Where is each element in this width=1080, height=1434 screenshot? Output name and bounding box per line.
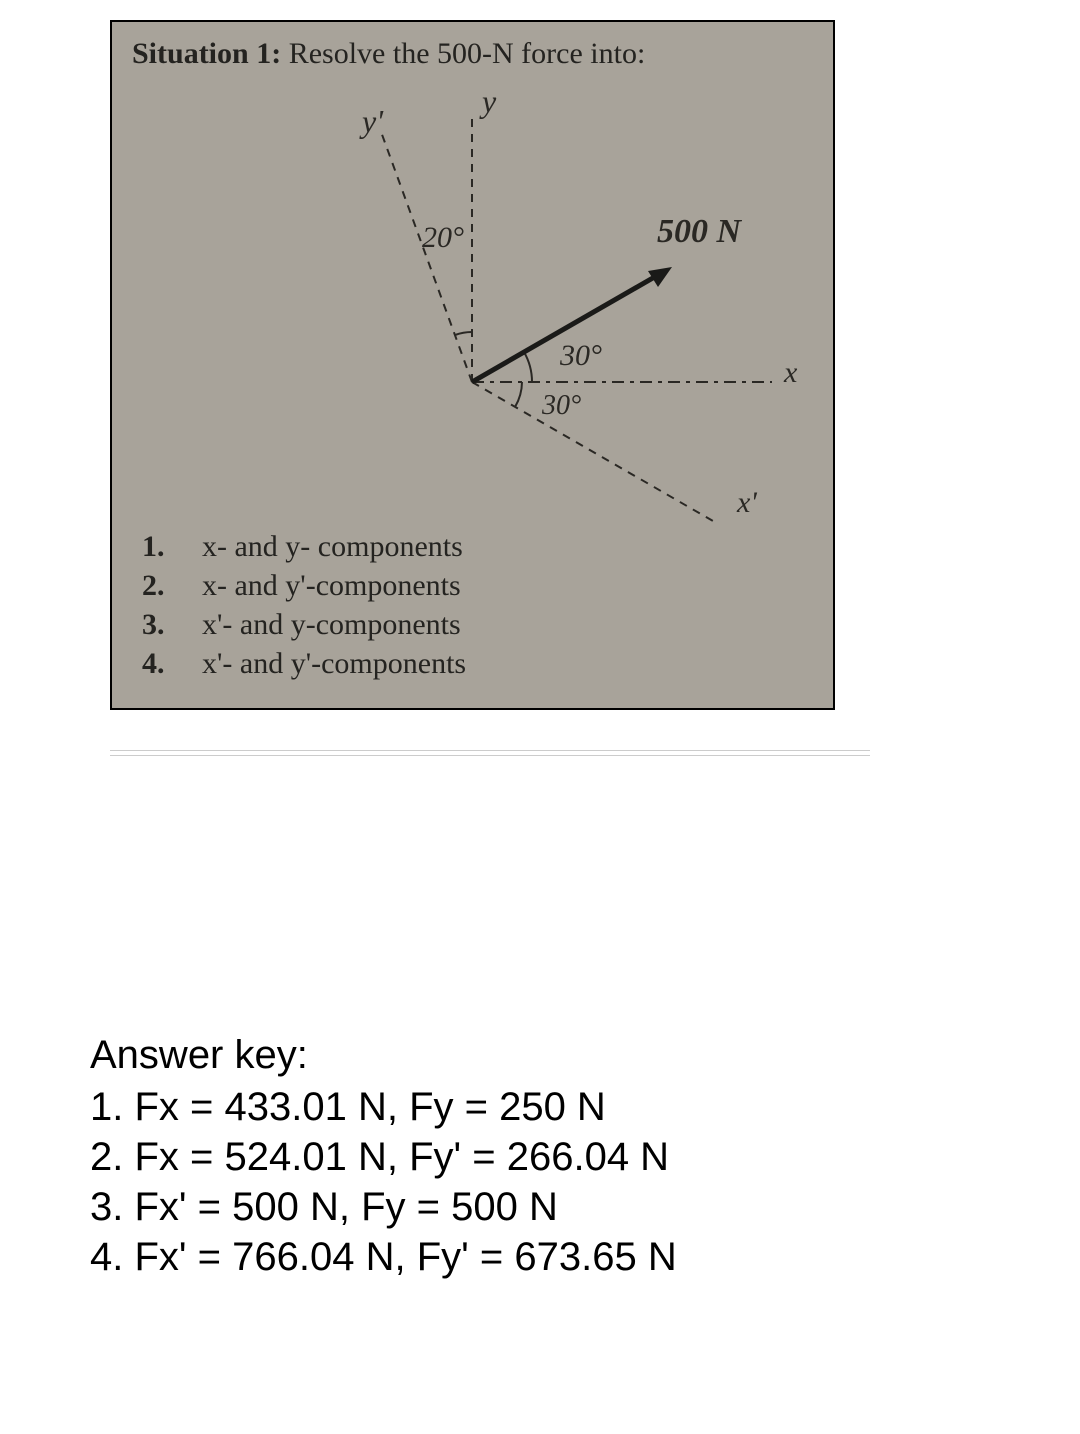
option-text: x- and y- components [202, 527, 463, 566]
option-num: 2. [142, 566, 202, 605]
answer-key: Answer key: 1. Fx = 433.01 N, Fy = 250 N… [90, 1030, 677, 1282]
label-yp: y' [359, 103, 384, 139]
label-force: 500 N [657, 213, 743, 250]
options-list: 1. x- and y- components 2. x- and y'-com… [142, 527, 466, 683]
option-1: 1. x- and y- components [142, 527, 466, 566]
option-text: x'- and y'-components [202, 644, 466, 683]
answer-line-3: 3. Fx' = 500 N, Fy = 500 N [90, 1182, 677, 1232]
answer-line-4: 4. Fx' = 766.04 N, Fy' = 673.65 N [90, 1232, 677, 1282]
angle-30b: 30° [541, 390, 581, 421]
answer-line-1: 1. Fx = 433.01 N, Fy = 250 N [90, 1082, 677, 1132]
force-diagram: y y' x x' 500 N 20° 30° 30° [112, 22, 837, 522]
label-xp: x' [736, 486, 757, 519]
option-text: x'- and y-components [202, 605, 461, 644]
axis-xp [472, 382, 732, 522]
angle-20: 20° [422, 221, 464, 254]
option-4: 4. x'- and y'-components [142, 644, 466, 683]
angle-arc-force-x [524, 352, 532, 382]
option-3: 3. x'- and y-components [142, 605, 466, 644]
problem-box: Situation 1: Resolve the 500-N force int… [110, 20, 835, 710]
angle-arc-x-xp [515, 382, 522, 407]
option-num: 4. [142, 644, 202, 683]
answer-key-heading: Answer key: [90, 1030, 677, 1080]
option-text: x- and y'-components [202, 566, 461, 605]
label-y: y [479, 83, 497, 119]
label-x: x [783, 356, 798, 389]
axis-yp [380, 129, 472, 382]
angle-arc-yp-y [455, 332, 472, 335]
option-2: 2. x- and y'-components [142, 566, 466, 605]
option-num: 3. [142, 605, 202, 644]
divider [110, 750, 870, 756]
angle-30a: 30° [559, 339, 602, 372]
option-num: 1. [142, 527, 202, 566]
answer-line-2: 2. Fx = 524.01 N, Fy' = 266.04 N [90, 1132, 677, 1182]
